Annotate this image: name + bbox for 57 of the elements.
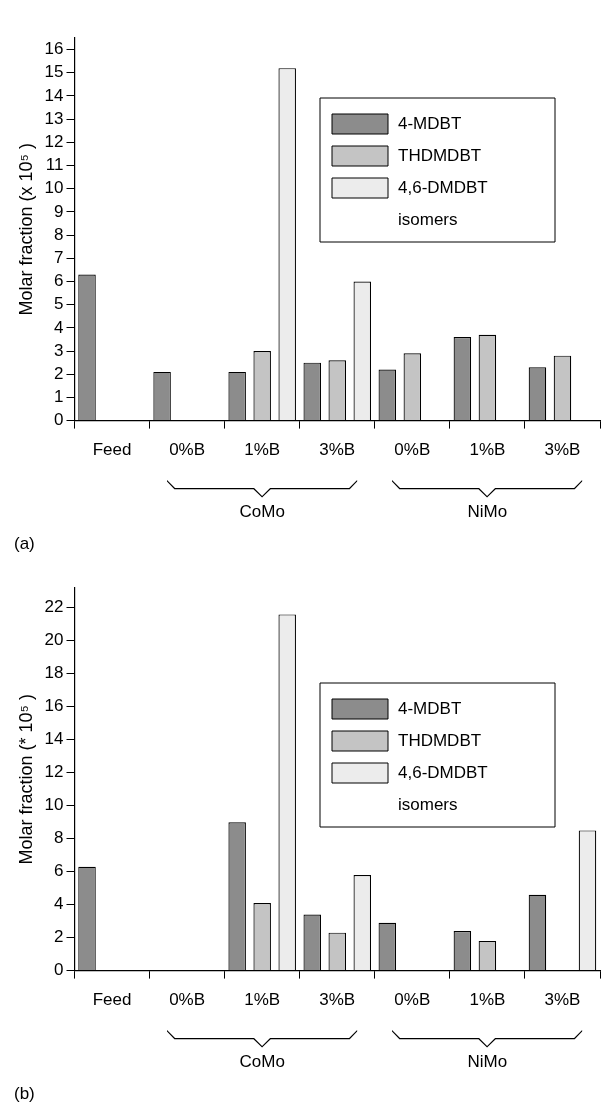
- y-tick-label: 0: [54, 410, 64, 430]
- legend-label: 4,6-DMDBT isomers: [398, 177, 488, 229]
- y-tick-label: 6: [54, 861, 64, 881]
- y-tick-label: 12: [44, 762, 64, 782]
- y-tick-label: 15: [44, 62, 64, 82]
- y-tick-label: 4: [54, 317, 64, 337]
- y-tick-label: 14: [44, 729, 64, 749]
- legend-label: 4,6-DMDBT isomers: [398, 762, 488, 814]
- text: (b): [14, 1083, 35, 1103]
- y-tick-label: 13: [44, 108, 64, 128]
- y-tick-label: 8: [54, 224, 64, 244]
- y-tick-label: 6: [54, 271, 64, 291]
- text: (a): [14, 533, 35, 553]
- x-tick-label: 1%B: [244, 990, 281, 1010]
- y-tick-label: 3: [54, 340, 64, 360]
- x-tick-label: 3%B: [319, 990, 356, 1010]
- x-tick-label: 3%B: [544, 440, 581, 460]
- x-tick-label: 0%B: [394, 440, 431, 460]
- y-tick-label: 20: [44, 630, 64, 650]
- x-tick-label: 3%B: [319, 440, 356, 460]
- y-tick-label: 12: [44, 132, 64, 152]
- x-tick-label: 1%B: [469, 990, 506, 1010]
- legend-label: THDMDBT: [398, 730, 482, 750]
- x-tick-label: Feed: [92, 990, 132, 1010]
- legend-label: 4-MDBT: [398, 113, 462, 133]
- y-tick-label: 2: [54, 927, 64, 947]
- text: NiMo: [467, 1052, 508, 1072]
- y-tick-label: 10: [44, 795, 64, 815]
- x-tick-label: 0%B: [169, 440, 206, 460]
- y-tick-label: 16: [44, 696, 64, 716]
- x-tick-label: 0%B: [169, 990, 206, 1010]
- y-tick-label: 11: [45, 155, 64, 175]
- x-tick-label: 0%B: [394, 990, 431, 1010]
- x-tick-label: 3%B: [544, 990, 581, 1010]
- y-tick-label: 0: [54, 960, 64, 980]
- y-tick-label: 7: [54, 247, 64, 267]
- x-tick-label: Feed: [92, 440, 132, 460]
- y-tick-label: 22: [44, 597, 64, 617]
- y-tick-label: 8: [54, 828, 64, 848]
- y-axis-title: Molar fraction (x 10⁵ ): [15, 143, 36, 316]
- y-tick-label: 10: [44, 178, 64, 198]
- legend-label: 4-MDBT: [398, 698, 462, 718]
- y-tick-label: 9: [54, 201, 64, 221]
- text: NiMo: [467, 502, 508, 522]
- y-tick-label: 5: [54, 294, 64, 314]
- legend-label: THDMDBT: [398, 145, 482, 165]
- text: CoMo: [239, 1052, 285, 1072]
- x-tick-label: 1%B: [244, 440, 281, 460]
- y-tick-label: 1: [54, 387, 64, 407]
- y-tick-label: 4: [54, 894, 64, 914]
- y-tick-label: 14: [44, 85, 64, 105]
- text: CoMo: [239, 502, 285, 522]
- y-axis-title: Molar fraction (* 10⁵ ): [15, 694, 36, 865]
- y-tick-label: 18: [44, 663, 64, 683]
- x-tick-label: 1%B: [469, 440, 506, 460]
- y-tick-label: 2: [54, 363, 64, 383]
- y-tick-label: 16: [44, 39, 64, 59]
